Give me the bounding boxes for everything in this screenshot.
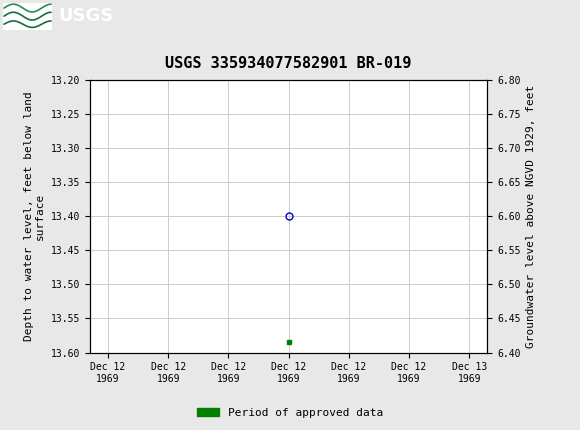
Y-axis label: Groundwater level above NGVD 1929, feet: Groundwater level above NGVD 1929, feet [526, 84, 536, 348]
Text: USGS: USGS [58, 7, 113, 25]
Legend: Period of approved data: Period of approved data [193, 403, 387, 422]
Bar [3, 3, 52, 30]
Y-axis label: Depth to water level, feet below land
surface: Depth to water level, feet below land su… [24, 91, 45, 341]
Title: USGS 335934077582901 BR-019: USGS 335934077582901 BR-019 [165, 56, 412, 71]
